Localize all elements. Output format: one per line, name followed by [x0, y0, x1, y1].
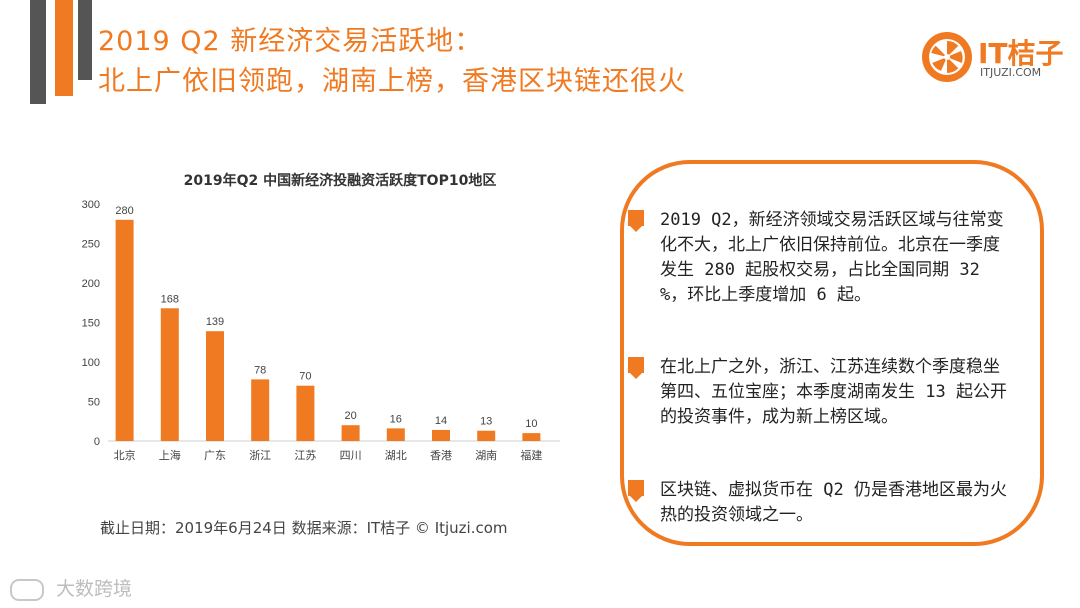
x-tick-label: 江苏 [294, 449, 316, 462]
x-tick-label: 湖北 [385, 449, 407, 462]
bar-chart: 0 50 100 150 200 250 300 280 北京 168 上海 139 广东 78 浙江 70 江… [82, 199, 560, 462]
data-label: 10 [525, 418, 537, 430]
note-text: 区块链、虚拟货币在 Q2 仍是香港地区最为火热的投资领域之一。 [660, 480, 1007, 525]
orange-slice-icon [922, 32, 972, 82]
y-tick-label: 150 [82, 318, 100, 330]
y-tick-label: 300 [82, 199, 100, 211]
bar [296, 385, 315, 441]
watermark-logo-icon [10, 578, 44, 601]
note-item: 区块链、虚拟货币在 Q2 仍是香港地区最为火热的投资领域之一。 [628, 478, 1016, 528]
data-label: 14 [435, 415, 447, 427]
bar [206, 331, 224, 441]
x-tick-label: 北京 [114, 448, 136, 462]
note-marker-icon [628, 480, 644, 502]
decor-bar [55, 0, 73, 96]
decor-bar [78, 0, 92, 80]
y-tick-label: 200 [82, 278, 100, 290]
y-tick-label: 0 [94, 436, 100, 448]
data-label: 20 [344, 410, 356, 422]
source-note: 截止日期：2019年6月24日 数据来源：IT桔子 © Itjuzi.com [100, 519, 508, 537]
decor-bar [30, 0, 46, 104]
note-item: 2019 Q2，新经济领域交易活跃区域与往常变化不大，北上广依旧保持前位。北京在… [628, 208, 1016, 308]
x-tick-label: 上海 [159, 448, 181, 462]
x-tick-label: 浙江 [249, 449, 271, 462]
data-label: 16 [390, 413, 402, 425]
note-text: 在北上广之外，浙江、江苏连续数个季度稳坐第四、五位宝座；本季度湖南发生 13 起… [660, 357, 1007, 427]
data-label: 70 [299, 371, 311, 383]
data-label: 280 [115, 205, 133, 217]
title-line-1: 2019 Q2 新经济交易活跃地： [98, 26, 483, 57]
page-title: 2019 Q2 新经济交易活跃地： 北上广依旧领跑，湖南上榜，香港区块链还很火 [98, 22, 686, 102]
bar [432, 429, 450, 441]
logo-subtext: ITJUZI.COM [980, 66, 1042, 79]
y-tick-label: 100 [82, 357, 100, 369]
note-marker-icon [628, 210, 644, 232]
data-label: 168 [161, 293, 179, 305]
note-marker-icon [628, 357, 644, 379]
bar [386, 428, 405, 441]
x-tick-label: 福建 [520, 448, 542, 462]
bar [160, 308, 179, 441]
logo-text: IT桔子 [978, 37, 1064, 70]
x-tick-label: 四川 [340, 449, 362, 462]
x-tick-label: 广东 [204, 449, 226, 462]
data-label: 78 [254, 364, 266, 376]
y-tick-label: 50 [88, 397, 100, 409]
data-label: 139 [206, 316, 224, 328]
watermark-text: 大数跨境 [56, 578, 133, 600]
note-text: 2019 Q2，新经济领域交易活跃区域与往常变化不大，北上广依旧保持前位。北京在… [660, 210, 1004, 305]
chart-title: 2019年Q2 中国新经济投融资活跃度TOP10地区 [183, 173, 497, 189]
data-label: 13 [480, 416, 492, 428]
notes-frame [620, 160, 1044, 546]
bar [341, 425, 360, 441]
bar [251, 379, 270, 441]
itjuzi-logo: IT桔子 ITJUZI.COM [918, 28, 1064, 88]
bar [115, 219, 134, 441]
x-tick-label: 湖南 [475, 449, 497, 462]
bar [522, 433, 541, 441]
y-tick-label: 250 [82, 239, 100, 251]
watermark: 大数跨境 [10, 574, 132, 601]
title-line-2: 北上广依旧领跑，湖南上榜，香港区块链还很火 [98, 66, 686, 97]
x-tick-label: 香港 [430, 449, 452, 462]
note-item: 在北上广之外，浙江、江苏连续数个季度稳坐第四、五位宝座；本季度湖南发生 13 起… [628, 355, 1016, 430]
bar [477, 430, 496, 441]
